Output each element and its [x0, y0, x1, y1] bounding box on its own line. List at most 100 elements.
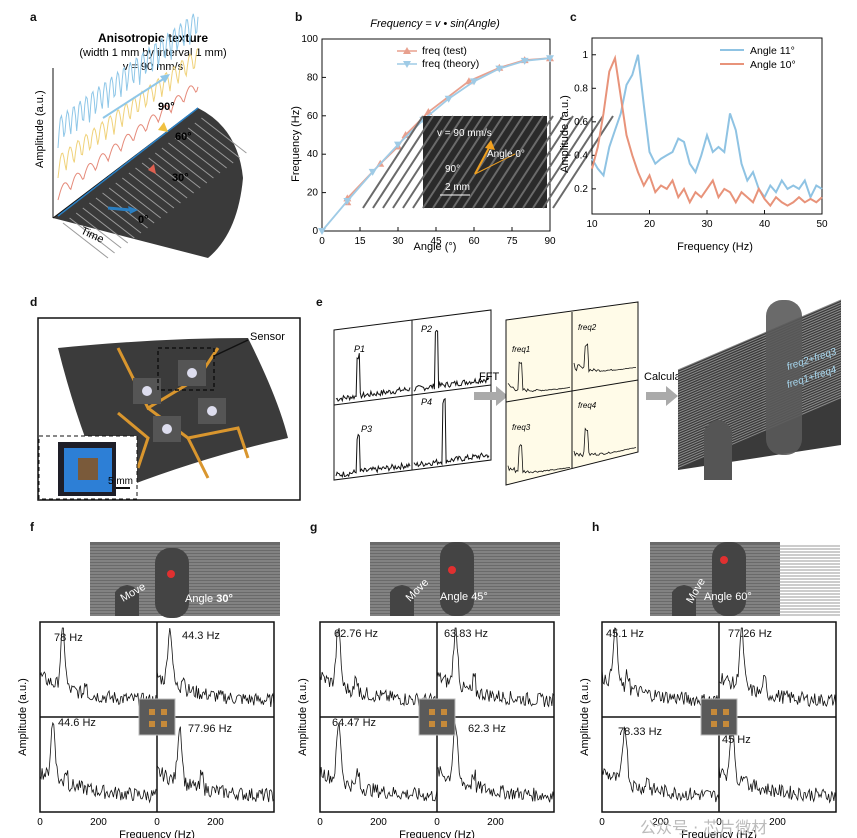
- freq-label-3: freq3: [512, 423, 531, 432]
- chart-b-title: Frequency = v • sin(Angle): [370, 18, 500, 30]
- legend-theory-label: freq (theory): [422, 58, 479, 70]
- sensor-thumbnail: [138, 698, 176, 736]
- spectra-tick-label: 0: [716, 817, 722, 828]
- panel-label-b: b: [295, 10, 303, 24]
- peak-h-1: 45.1 Hz: [606, 628, 644, 640]
- watermark: 公众号 · 芯片微材: [640, 818, 768, 837]
- x-tick-label: 40: [759, 219, 771, 230]
- fft-label: FFT: [479, 371, 499, 383]
- scene-h-angle: Angle 60°: [704, 591, 752, 603]
- spectra-xlabel: Frequency (Hz): [119, 829, 195, 838]
- peak-g-1: 62.76 Hz: [334, 628, 378, 640]
- spectrum-trace: [601, 726, 720, 803]
- panel-label-g: g: [310, 520, 318, 534]
- peak-f-4: 77.96 Hz: [188, 723, 232, 735]
- spectra-tick-label: 0: [317, 817, 323, 828]
- x-tick-label: 0: [319, 236, 325, 247]
- data-point: [444, 95, 453, 103]
- data-point: [495, 65, 504, 73]
- data-point: [343, 198, 352, 206]
- peak-f-1: 78 Hz: [54, 632, 83, 644]
- panel-d-figure: Sensor 5 mm: [37, 317, 301, 501]
- y-tick-label: 0.2: [574, 184, 588, 195]
- peak-f-3: 44.6 Hz: [58, 717, 96, 729]
- arrow-0-head: [128, 206, 138, 214]
- peak-g-3: 64.47 Hz: [332, 717, 376, 729]
- peak-h-3: 78.33 Hz: [618, 726, 662, 738]
- sensor-thumbnail: [418, 698, 456, 736]
- peak-g-2: 63.83 Hz: [444, 628, 488, 640]
- scene-h: Move Angle 60°: [650, 542, 840, 616]
- spectrum-trace: [319, 627, 438, 708]
- data-point: [470, 78, 478, 86]
- spectra-ylabel: Amplitude (a.u.): [17, 678, 29, 756]
- sensor-thumbnail: [700, 698, 738, 736]
- fft-spectra-panel: freq1 freq2 freq3 freq4: [505, 301, 639, 486]
- spectra-tick-label: 0: [434, 817, 440, 828]
- x-tick-label: 30: [701, 219, 713, 230]
- y-tick-label: 0.4: [574, 150, 588, 161]
- angle-label-30: 30°: [172, 172, 189, 184]
- spectrum-trace: [601, 627, 720, 708]
- data-point: [368, 168, 377, 176]
- spectra-tick-label: 200: [207, 817, 224, 828]
- spectra-ylabel: Amplitude (a.u.): [579, 678, 591, 756]
- legend-11-label: Angle 11°: [750, 45, 795, 57]
- freq-label-2: freq2: [578, 323, 597, 332]
- calculation-scene: freq2+freq3 freq1+freq4: [677, 299, 842, 480]
- chart-b-xlabel: Angle (°): [414, 241, 457, 253]
- spectrum-trace: [718, 627, 837, 708]
- raw-signal-panel: P1 P2 P3 P4: [333, 309, 492, 481]
- y-tick-label: 0.8: [574, 83, 588, 94]
- data-point: [546, 55, 554, 63]
- inset-angle0: Angle 0°: [487, 149, 525, 160]
- x-tick-label: 45: [430, 236, 442, 247]
- x-tick-label: 50: [816, 219, 828, 230]
- x-tick-label: 90: [544, 236, 556, 247]
- sensor-thumb-pad: [441, 709, 447, 715]
- spectra-tick-label: 0: [599, 817, 605, 828]
- sensor-thumb-pad: [441, 721, 447, 727]
- spectra-tick-label: 200: [769, 817, 786, 828]
- x-tick-label: 20: [644, 219, 656, 230]
- spectra-tick-label: 200: [652, 817, 669, 828]
- y-tick-label: 1: [582, 50, 588, 61]
- sensor-thumb-pad: [149, 709, 155, 715]
- series-line-1: [321, 57, 551, 232]
- scene-g: Move Angle 45°: [370, 542, 560, 616]
- arrow-30-head: [148, 164, 156, 174]
- y-tick-label: 20: [307, 188, 319, 199]
- data-point: [520, 57, 529, 65]
- calculate-arrow: [646, 386, 678, 406]
- y-tick-label: 100: [301, 34, 318, 45]
- inset-velocity: v = 90 mm/s: [437, 128, 492, 139]
- spectra-xlabel: Frequency (Hz): [399, 829, 475, 838]
- spectra-tick-label: 0: [154, 817, 160, 828]
- freq-label-1: freq1: [512, 345, 530, 354]
- sensor-thumb-pad: [161, 721, 167, 727]
- sensor-thumb-pad: [161, 709, 167, 715]
- panel-a-title: Anisotropic texture: [98, 31, 208, 45]
- panel-label-e: e: [316, 295, 323, 309]
- series-line-1: [591, 54, 823, 208]
- y-tick-label: 40: [307, 149, 319, 160]
- peak-h-4: 45 Hz: [722, 734, 751, 746]
- series-line-0: [591, 54, 823, 200]
- arrow-90-head: [160, 74, 170, 83]
- texture-stripes: [62, 117, 247, 259]
- angle-label-60: 60°: [175, 131, 192, 143]
- arrow-90: [102, 75, 169, 119]
- panel-a-figure: Anisotropic texture (width 1 mm by inter…: [34, 13, 247, 259]
- spectrum-trace: [436, 722, 555, 803]
- data-point: [394, 141, 402, 149]
- sensor-label: Sensor: [250, 331, 285, 343]
- x-tick-label: 75: [506, 236, 518, 247]
- chart-c-ylabel: Amplitude (a.u.): [559, 95, 571, 173]
- panel-label-f: f: [30, 520, 34, 534]
- sensor-thumb-pad: [723, 721, 729, 727]
- peak-f-2: 44.3 Hz: [182, 630, 220, 642]
- panel-e-figure: P1 P2 P3 P4 FFT freq1 freq2 freq3 freq4 …: [333, 299, 842, 486]
- sensor-thumb-pad: [711, 721, 717, 727]
- panel-b-inset: v = 90 mm/s Angle 0° 90° 2 mm: [362, 115, 614, 209]
- data-point: [318, 228, 326, 235]
